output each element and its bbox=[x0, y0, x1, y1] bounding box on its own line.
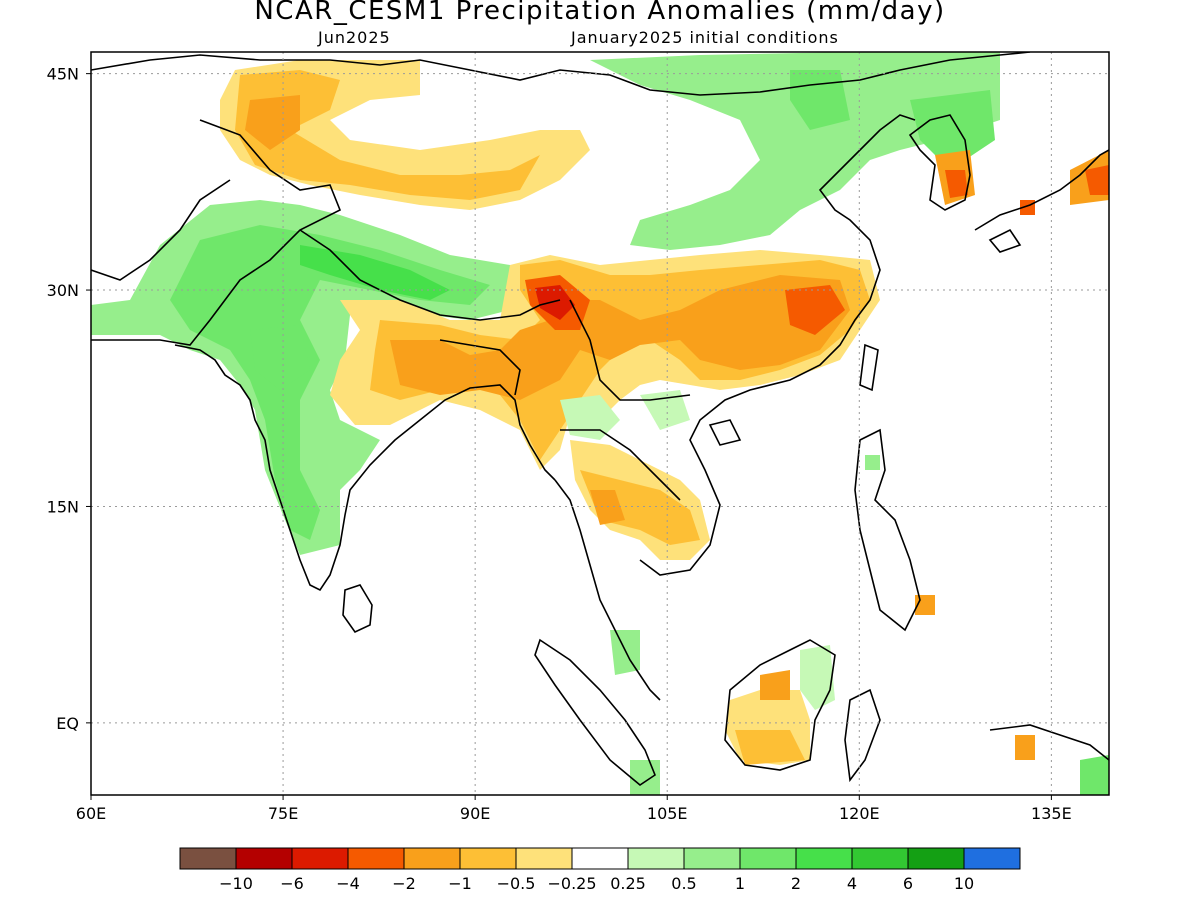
forecast-month: Jun2025 bbox=[318, 28, 391, 47]
colorbar-label: −10 bbox=[219, 874, 253, 893]
colorbar-swatch bbox=[795, 847, 853, 870]
colorbar-swatch bbox=[627, 847, 685, 870]
philippines bbox=[854, 428, 921, 632]
colorbar-label: 1 bbox=[735, 874, 745, 893]
longitude-label: 90E bbox=[460, 804, 490, 823]
sri-lanka bbox=[342, 584, 373, 634]
colorbar-label: 2 bbox=[791, 874, 801, 893]
map-title: NCAR_CESM1 Precipitation Anomalies (mm/d… bbox=[254, 0, 946, 26]
sumatra bbox=[534, 638, 656, 786]
japan bbox=[974, 149, 1109, 231]
colorbar-label: −2 bbox=[392, 874, 416, 893]
latitude-label: 45N bbox=[47, 65, 79, 84]
latitude-label: 15N bbox=[47, 497, 79, 516]
colorbar-swatch bbox=[403, 847, 461, 870]
map-plot-area bbox=[91, 52, 1109, 795]
colorbar-swatch bbox=[235, 847, 293, 870]
colorbar-swatch bbox=[963, 847, 1021, 870]
colorbar-swatch bbox=[739, 847, 797, 870]
colorbar-label: −0.5 bbox=[497, 874, 536, 893]
colorbar-swatch bbox=[179, 847, 237, 870]
colorbar-label: −4 bbox=[336, 874, 360, 893]
initial-conditions-label: January2025 initial conditions bbox=[571, 28, 839, 47]
colorbar-label: −0.25 bbox=[547, 874, 596, 893]
colorbar-swatch bbox=[851, 847, 909, 870]
colorbar-label: 0.5 bbox=[671, 874, 696, 893]
hainan bbox=[708, 419, 742, 446]
colorbar-swatch bbox=[347, 847, 405, 870]
colorbar-label: −1 bbox=[448, 874, 472, 893]
colorbar-swatch bbox=[571, 847, 629, 870]
longitude-label: 135E bbox=[1031, 804, 1072, 823]
colorbar-swatch bbox=[459, 847, 517, 870]
colorbar-swatch bbox=[683, 847, 741, 870]
wet-region-north-china bbox=[590, 52, 1000, 250]
longitude-label: 105E bbox=[647, 804, 688, 823]
colorbar-label: 10 bbox=[954, 874, 974, 893]
indochina-coast bbox=[554, 479, 661, 701]
korea bbox=[908, 114, 971, 211]
gridlines bbox=[91, 52, 1109, 795]
colorbar-label: 6 bbox=[903, 874, 913, 893]
longitude-label: 120E bbox=[839, 804, 880, 823]
map-frame bbox=[90, 51, 1110, 796]
borneo bbox=[724, 639, 836, 771]
latitude-label: 30N bbox=[47, 281, 79, 300]
longitude-label: 60E bbox=[76, 804, 106, 823]
colorbar: −10 −6 −4 −2 −1 −0.5 −0.25 0.25 0.5 1 2 4 6 10 bbox=[179, 847, 1021, 893]
colorbar-swatch bbox=[515, 847, 573, 870]
anomaly-field bbox=[91, 52, 1109, 795]
colorbar-label: 0.25 bbox=[610, 874, 646, 893]
longitude-label: 75E bbox=[268, 804, 298, 823]
latitude-label: EQ bbox=[56, 714, 79, 733]
colorbar-swatch bbox=[291, 847, 349, 870]
taiwan bbox=[859, 343, 879, 392]
colorbar-label: 4 bbox=[847, 874, 857, 893]
axis-labels: 60E 75E 90E 105E 120E 135E 45N 30N 15N EQ bbox=[47, 65, 1072, 823]
india-coast bbox=[174, 344, 556, 592]
colorbar-label: −6 bbox=[280, 874, 304, 893]
strongest-dry-core bbox=[535, 285, 575, 320]
coastlines bbox=[91, 52, 1109, 786]
colorbar-swatch bbox=[907, 847, 965, 870]
